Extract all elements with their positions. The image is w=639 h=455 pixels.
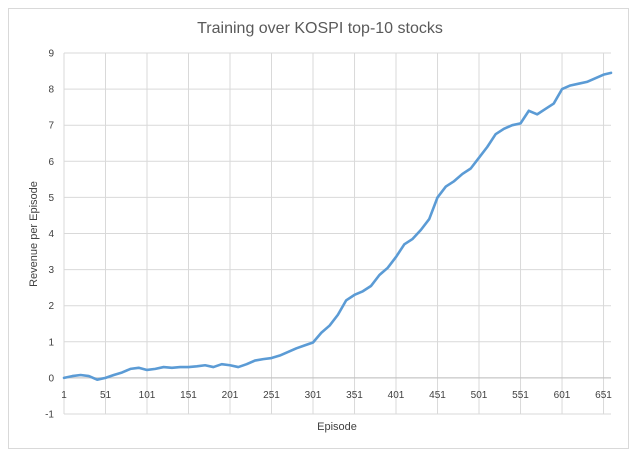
x-tick-label: 351 [346,390,363,401]
y-tick-label: 2 [48,301,54,312]
x-tick-label: 1 [61,390,67,401]
y-axis-label: Revenue per Episode [28,181,40,287]
y-tick-label: 9 [48,49,54,60]
x-tick-label: 251 [263,390,280,401]
x-axis-label: Episode [317,421,357,433]
x-tick-label: 201 [222,390,239,401]
chart-title: Training over KOSPI top-10 stocks [197,20,443,37]
y-tick-label: 1 [48,337,54,348]
y-tick-label: 4 [48,229,54,240]
y-tick-label: -1 [45,410,54,421]
x-tick-label: 151 [180,390,197,401]
y-tick-label: 8 [48,85,54,96]
x-tick-label: 301 [305,390,322,401]
x-tick-label: 51 [100,390,112,401]
x-tick-label: 601 [554,390,571,401]
series-line-0 [62,71,613,381]
y-tick-label: 3 [48,265,54,276]
y-tick-label: 5 [48,193,54,204]
x-tick-label: 651 [595,390,612,401]
x-axis-ticks: 1 51 101 151 201 251 301 351 401 451 501 551 601 651 [61,390,612,401]
series-layer [62,71,613,381]
gridlines [63,52,611,415]
x-tick-label: 501 [471,390,488,401]
x-tick-label: 451 [429,390,446,401]
y-tick-label: 6 [48,157,54,168]
y-tick-label: 0 [48,373,54,384]
x-tick-label: 101 [139,390,156,401]
y-axis-ticks: -1 0 1 2 3 4 5 6 7 8 9 [45,49,54,421]
x-tick-label: 551 [512,390,529,401]
x-tick-label: 401 [388,390,405,401]
y-tick-label: 7 [48,121,54,132]
